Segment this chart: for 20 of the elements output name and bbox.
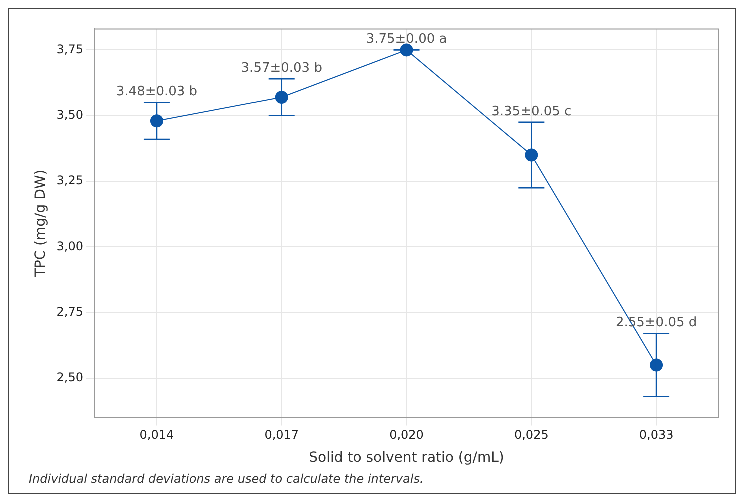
data-label: 3.57±0.03 b xyxy=(241,60,322,76)
y-tick-label: 3,25 xyxy=(56,174,84,188)
data-label: 3.75±0.00 a xyxy=(366,32,448,48)
text: Individual standard deviations are used to calculate the intervals. xyxy=(29,472,424,486)
x-tick-label: 0,020 xyxy=(390,428,424,442)
y-tick-label: 3,50 xyxy=(56,108,84,122)
point xyxy=(650,358,664,372)
data-label: 3.35±0.05 c xyxy=(492,104,572,120)
x-tick-label: 0,014 xyxy=(140,428,174,442)
x-tick-label: 0,017 xyxy=(264,428,300,442)
y-tick-label: 2,75 xyxy=(56,304,84,319)
y-tick-label: 2,50 xyxy=(56,370,84,385)
y-tick-label: 3,75 xyxy=(56,42,84,56)
x-axis-title: Solid to solvent ratio (g/mL) xyxy=(309,450,504,466)
y-tick-label: 3,00 xyxy=(56,239,84,254)
x-tick-label: 0,033 xyxy=(639,428,674,442)
point xyxy=(150,114,164,128)
x-tick-label: 0,025 xyxy=(514,428,549,442)
y-axis-title: TPC (mg/g DW) xyxy=(33,170,50,278)
data-label: 3.48±0.03 b xyxy=(116,84,198,100)
